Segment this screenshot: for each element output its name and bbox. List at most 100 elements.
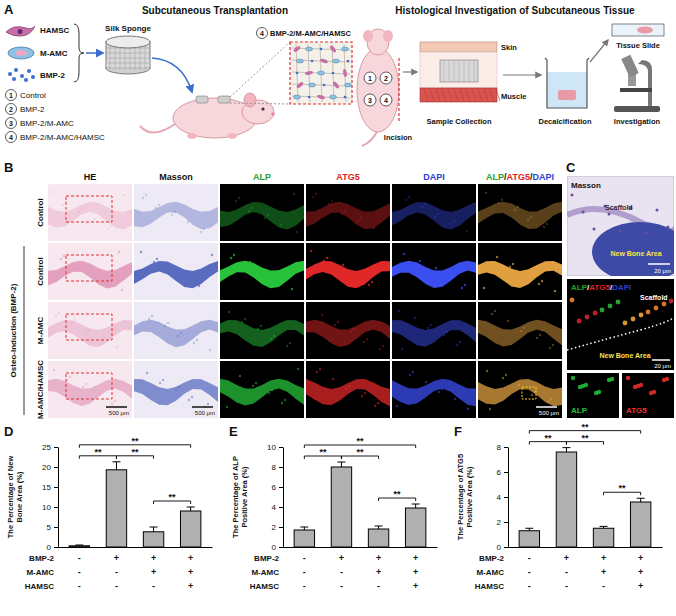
sponge-grid — [106, 68, 150, 69]
tissue-band — [306, 202, 390, 230]
condition-sign: + — [638, 581, 643, 591]
micrograph — [478, 302, 562, 359]
sponge-grid — [469, 60, 470, 82]
tissue-speck — [450, 223, 452, 225]
inset-m-amc — [345, 83, 352, 87]
cell-signal — [570, 298, 575, 303]
component-label: M-AMC — [40, 49, 68, 58]
implanted-sponge — [440, 60, 478, 82]
tissue-band — [220, 320, 304, 347]
column-title: HE — [84, 172, 97, 182]
micrograph-ground — [622, 373, 674, 418]
tissue-speck — [337, 321, 339, 323]
bmp-2-icon — [14, 68, 18, 72]
region-label: New Bone Area — [610, 250, 661, 257]
error-bar — [525, 528, 533, 531]
tissue-band — [306, 320, 390, 347]
number-badge — [364, 94, 376, 106]
inset-m-amc — [306, 47, 313, 51]
zoom-box — [66, 314, 112, 340]
micrograph-ground — [220, 361, 304, 418]
mouse-top-tail — [362, 130, 378, 146]
condition-sign: - — [115, 581, 118, 591]
panel-letter: F — [454, 424, 462, 439]
cell-signal — [626, 376, 630, 380]
tissue-speck — [345, 388, 347, 390]
x-axis-line — [59, 547, 213, 548]
bar-chart: E0246810The Percentage of ALPPositive Ar… — [229, 424, 438, 591]
column-title: ATG5 — [336, 172, 359, 182]
tissue-speck — [203, 228, 205, 230]
sponge-grid — [454, 60, 455, 82]
tissue-speck — [200, 231, 202, 233]
scale-bar-label: 500 μm — [195, 410, 215, 416]
tissue-band — [392, 379, 476, 407]
y-axis-line — [283, 448, 284, 548]
column-title: Masson — [159, 172, 193, 182]
step-label: Decalcification — [539, 117, 592, 126]
muscle-fiber — [442, 89, 446, 101]
tissue-speck — [502, 377, 504, 379]
condition-sign: + — [339, 553, 344, 563]
component-label: BMP-2 — [40, 71, 65, 80]
micrograph — [392, 361, 476, 418]
microscope-base — [614, 106, 660, 112]
scale-bar — [652, 359, 670, 361]
scale-bar-label: 20 μm — [654, 363, 671, 369]
inset-m-amc — [318, 71, 325, 75]
bar — [630, 502, 650, 547]
micrograph-ground — [220, 243, 304, 300]
bar — [368, 529, 388, 547]
micrograph-ground — [306, 361, 390, 418]
tissue-band — [48, 320, 132, 347]
y-tick-mark — [54, 547, 58, 548]
micrograph-ground — [478, 243, 562, 300]
tissue-speck — [430, 324, 432, 326]
micrograph-ground — [48, 243, 132, 300]
number-badge — [6, 104, 17, 115]
micrograph — [622, 373, 674, 418]
tissue-band — [220, 202, 304, 230]
error-bar — [600, 526, 608, 528]
sponge-grid — [474, 60, 475, 82]
tissue-speck — [483, 287, 485, 289]
cell-signal — [585, 315, 590, 320]
tissue-speck — [155, 207, 157, 209]
tissue-speck — [286, 345, 288, 347]
tissue-speck — [69, 376, 71, 378]
silk-sponge — [106, 36, 150, 74]
micrograph-ground — [392, 361, 476, 418]
scale-bar — [106, 406, 127, 408]
micrograph-ground — [48, 302, 132, 359]
muscle-fiber — [430, 89, 434, 101]
tissue-speck — [348, 385, 350, 387]
tissue-speck — [374, 405, 376, 407]
zoom-box — [66, 196, 112, 222]
tissue-speck — [167, 322, 169, 324]
implant — [196, 96, 208, 103]
bar — [405, 508, 425, 547]
y-tick: 20 — [42, 463, 58, 472]
significance-label: ** — [356, 436, 364, 446]
error-bar — [300, 527, 308, 530]
tissue-speck — [145, 194, 147, 196]
tissue-speck — [273, 335, 275, 337]
tissue-speck — [63, 255, 65, 257]
cell-signal — [639, 313, 644, 318]
tissue-speck — [334, 324, 336, 326]
y-tick-mark — [54, 527, 58, 528]
micrograph-ground — [306, 184, 390, 241]
y-tick-label: 0 — [497, 543, 502, 552]
y-tick-label: 5 — [47, 523, 52, 532]
y-tick: 0 — [47, 543, 58, 552]
slide-section — [637, 27, 653, 34]
tissue-speck — [188, 399, 190, 401]
title-part: ALP — [571, 283, 588, 292]
tissue-speck — [175, 389, 177, 391]
tissue-speck — [289, 342, 291, 344]
tissue-speck — [491, 313, 493, 315]
micrograph — [48, 184, 132, 241]
y-tick-mark — [279, 507, 283, 508]
step-label: Tissue Slide — [616, 41, 660, 50]
tissue-speck — [461, 287, 463, 289]
